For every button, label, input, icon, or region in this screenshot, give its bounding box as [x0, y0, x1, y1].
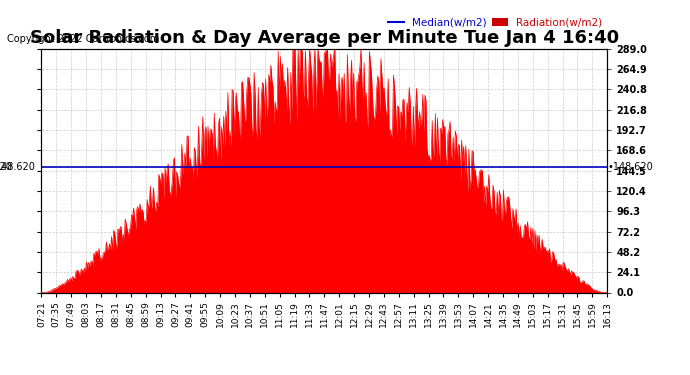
Legend: Median(w/m2), Radiation(w/m2): Median(w/m2), Radiation(w/m2): [388, 17, 602, 27]
Text: 148.620: 148.620: [0, 162, 36, 172]
Title: Solar Radiation & Day Average per Minute Tue Jan 4 16:40: Solar Radiation & Day Average per Minute…: [30, 29, 619, 47]
Text: •148.620: •148.620: [607, 162, 653, 172]
Text: 148.620: 148.620: [0, 162, 13, 172]
Text: Copyright 2022 Cartronics.com: Copyright 2022 Cartronics.com: [7, 34, 159, 44]
